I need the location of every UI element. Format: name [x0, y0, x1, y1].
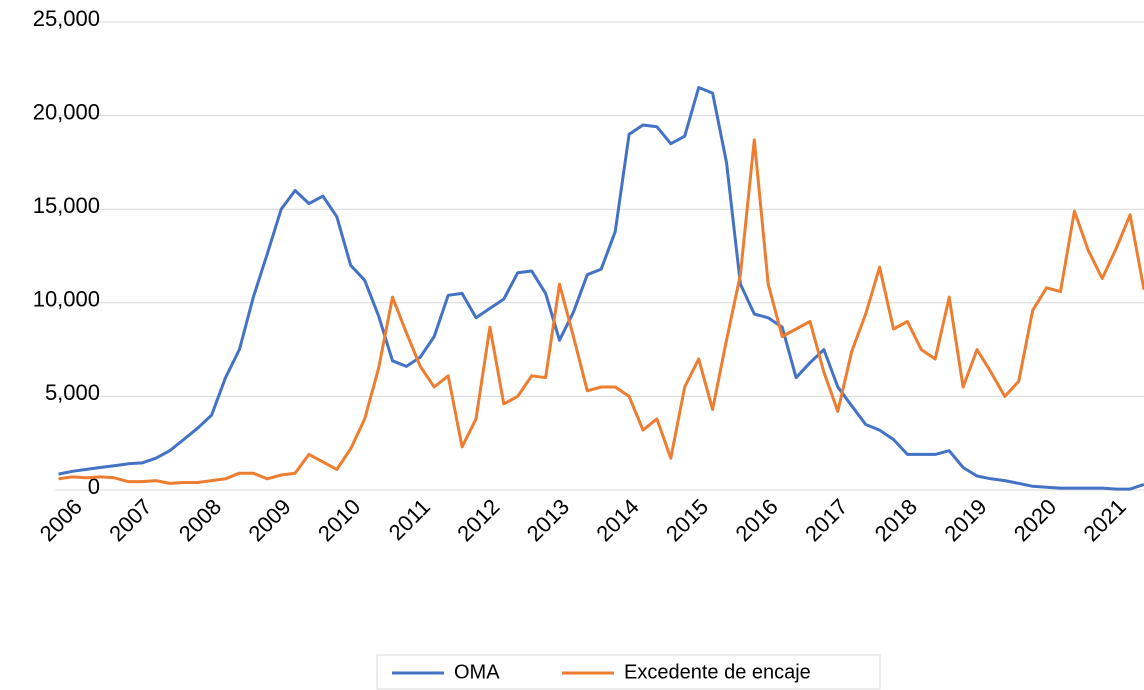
y-tick-label: 15,000 [33, 193, 100, 218]
legend-label: OMA [454, 661, 500, 683]
y-tick-label: 25,000 [33, 6, 100, 31]
x-tick-label: 2019 [939, 494, 991, 546]
y-tick-label: 20,000 [33, 99, 100, 124]
x-tick-label: 2018 [870, 494, 922, 546]
x-tick-label: 2011 [384, 494, 435, 545]
y-tick-label: 0 [88, 474, 100, 499]
y-tick-label: 5,000 [45, 380, 100, 405]
y-tick-label: 10,000 [33, 287, 100, 312]
x-tick-label: 2010 [313, 494, 365, 546]
x-tick-label: 2006 [35, 494, 87, 546]
legend-box [376, 654, 881, 690]
x-tick-label: 2020 [1009, 494, 1061, 546]
x-tick-label: 2021 [1078, 494, 1130, 546]
x-tick-label: 2016 [731, 494, 783, 546]
x-tick-label: 2017 [800, 494, 852, 546]
x-tick-label: 2015 [661, 494, 713, 546]
x-tick-label: 2014 [591, 494, 643, 546]
x-tick-label: 2013 [522, 494, 574, 546]
legend-label: Excedente de encaje [624, 661, 811, 683]
series-line [58, 86, 1144, 491]
series-line [58, 138, 1144, 485]
x-tick-label: 2008 [174, 494, 226, 546]
x-tick-label: 2009 [243, 494, 295, 546]
x-tick-label: 2012 [452, 494, 504, 546]
x-tick-label: 2007 [104, 494, 156, 546]
